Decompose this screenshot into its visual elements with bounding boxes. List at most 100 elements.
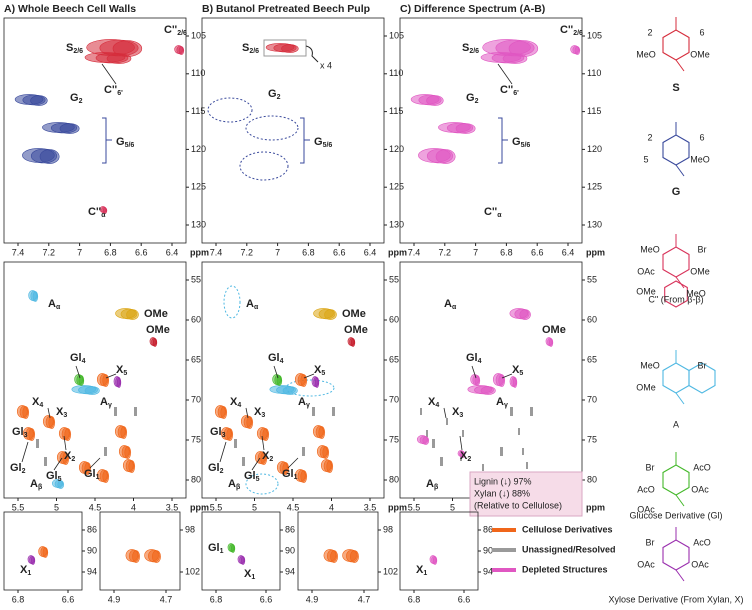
y-tick-label: 94 <box>285 566 295 576</box>
panel-frame <box>99 511 181 591</box>
peak-label: X1 <box>244 568 255 581</box>
residual-peak <box>482 464 484 471</box>
atom-label: 2 <box>647 27 652 37</box>
connector <box>105 373 117 379</box>
label-sub: 5/6 <box>521 142 531 149</box>
peak <box>350 338 356 347</box>
label-main: A <box>100 396 108 408</box>
unassigned-peak <box>36 439 39 448</box>
peak-label: G2 <box>70 92 83 105</box>
peak <box>349 550 359 563</box>
summary-line: Lignin (↓) 97% <box>474 476 532 486</box>
y-tick-label: 86 <box>285 524 295 534</box>
label-main: Gl <box>282 468 294 480</box>
label-main: X <box>230 396 238 408</box>
unit-label: ppm <box>190 502 209 512</box>
label-sub: α <box>56 304 61 311</box>
peak <box>432 556 438 565</box>
label-sub: 2 <box>79 98 83 105</box>
label-main: Gl <box>210 426 222 438</box>
x-tick-label: 7 <box>275 247 280 257</box>
ring <box>662 362 690 394</box>
atom-label: 2 <box>647 132 652 142</box>
atom-label: OAc <box>637 504 655 514</box>
peak <box>474 375 481 386</box>
label-sub: 1 <box>251 574 255 581</box>
label-sub: 5 <box>321 370 325 377</box>
depleted-region <box>239 151 289 181</box>
x-tick-label: 6.6 <box>458 594 471 604</box>
peak-label: X3 <box>452 406 463 419</box>
connector <box>101 63 117 85</box>
peak-label: X5 <box>512 364 523 377</box>
peak <box>39 149 60 164</box>
label-sub: 2 <box>467 456 471 463</box>
y-tick-label: 94 <box>483 566 493 576</box>
peak-label: X3 <box>254 406 265 419</box>
peak <box>240 556 246 565</box>
label-main: X <box>460 450 468 462</box>
panel-frame <box>399 511 479 591</box>
connector <box>287 457 299 469</box>
legend-label: Depleted Structures <box>522 564 608 574</box>
label-sub: 2/6 <box>177 30 187 37</box>
peak-label: Gl1 <box>282 468 298 481</box>
connector <box>443 407 447 419</box>
label-main: X <box>314 364 322 376</box>
unit-label: ppm <box>388 247 407 257</box>
connector <box>63 435 67 451</box>
label-main: A <box>496 396 504 408</box>
y-tick-label: 70 <box>191 394 201 404</box>
peak <box>120 426 128 439</box>
label-main: A <box>298 396 306 408</box>
panel-frame <box>399 261 583 499</box>
residual-peak <box>522 448 524 455</box>
peak <box>84 386 100 395</box>
x-tick-label: 7.2 <box>439 247 452 257</box>
peak-label: OMe <box>146 324 170 336</box>
atom-label: MeO <box>636 49 656 59</box>
x-tick-label: 6.8 <box>500 247 513 257</box>
peak-label: OMe <box>542 324 566 336</box>
unassigned-peak <box>440 457 443 466</box>
peak <box>84 462 92 475</box>
peak-label: Gl1 <box>208 542 224 555</box>
peak-label: Gl4 <box>70 352 86 365</box>
peak <box>132 550 140 563</box>
unassigned-peak <box>104 447 107 456</box>
label-main: A <box>246 298 254 310</box>
label-main: A <box>426 478 434 490</box>
panel-title: C) Difference Spectrum (A-B) <box>400 3 545 15</box>
unit-label: ppm <box>586 247 605 257</box>
label-sub: 1 <box>423 570 427 577</box>
ring <box>662 29 690 61</box>
unit-label: ppm <box>190 247 209 257</box>
atom-label: MeO <box>640 244 660 254</box>
peak-label: X2 <box>64 450 75 463</box>
y-tick-label: 120 <box>191 144 206 154</box>
x-tick-label: 4 <box>131 502 136 512</box>
peak-label: Gl4 <box>466 352 482 365</box>
peak <box>324 309 337 320</box>
magnification: x 4 <box>320 60 332 70</box>
connector <box>459 435 463 451</box>
peak-label: C''6' <box>500 84 519 97</box>
peak <box>78 375 85 386</box>
y-tick-label: 75 <box>389 434 399 444</box>
peak-label: Aγ <box>100 396 112 409</box>
connector <box>471 365 477 379</box>
peak <box>502 53 528 64</box>
peak <box>106 53 132 64</box>
bracket <box>498 117 508 164</box>
x-tick-label: 4 <box>329 502 334 512</box>
panel-title: A) Whole Beech Cell Walls <box>4 3 136 15</box>
peak <box>226 428 234 441</box>
peak-label: Gl2 <box>208 462 224 475</box>
y-tick-label: 80 <box>389 474 399 484</box>
label-main: C'' <box>560 24 574 36</box>
connector <box>47 407 51 419</box>
structure-name: S <box>672 82 679 94</box>
bond <box>675 59 685 72</box>
atom-label: MeO <box>686 288 706 298</box>
x-tick-label: 5 <box>54 502 59 512</box>
